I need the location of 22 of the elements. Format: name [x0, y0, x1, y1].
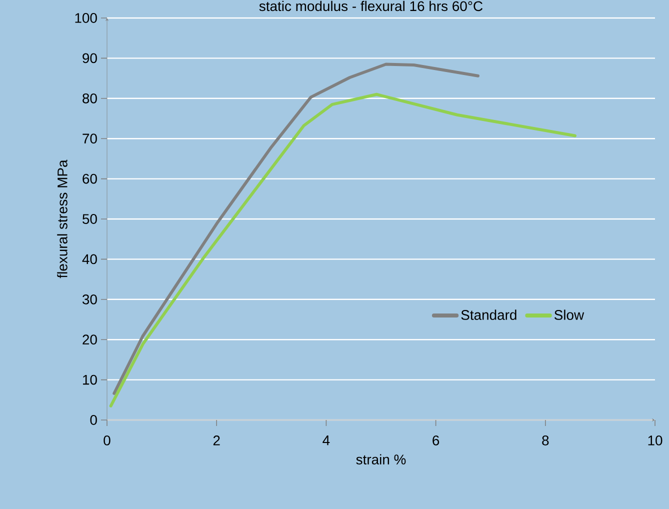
- x-tick-label: 0: [104, 436, 110, 446]
- legend-label: Standard: [461, 310, 516, 320]
- x-axis-title: strain %: [356, 454, 406, 464]
- chart-title: static modulus - flexural 16 hrs 60°C: [259, 0, 483, 12]
- y-tick-label: 10: [83, 374, 97, 385]
- y-tick-label: 50: [82, 214, 97, 224]
- y-tick-label: 70: [82, 134, 97, 144]
- y-axis-title: flexural stress MPa: [57, 160, 68, 278]
- y-tick-label: 0: [90, 415, 97, 425]
- y-tick-label: 90: [82, 53, 97, 64]
- y-tick-label: 60: [82, 174, 97, 184]
- x-tick-label: 8: [542, 436, 549, 446]
- x-tick-label: 10: [648, 436, 662, 446]
- y-tick-label: 40: [82, 254, 97, 264]
- legend-label: Slow: [554, 310, 584, 320]
- x-tick-label: 2: [213, 436, 220, 446]
- x-tick-label: 6: [432, 436, 440, 446]
- x-tick-label: 4: [322, 436, 330, 446]
- y-tick-label: 20: [82, 334, 97, 345]
- y-tick-label: 100: [75, 13, 97, 23]
- y-tick-label: 80: [82, 93, 97, 104]
- y-tick-label: 30: [82, 294, 97, 304]
